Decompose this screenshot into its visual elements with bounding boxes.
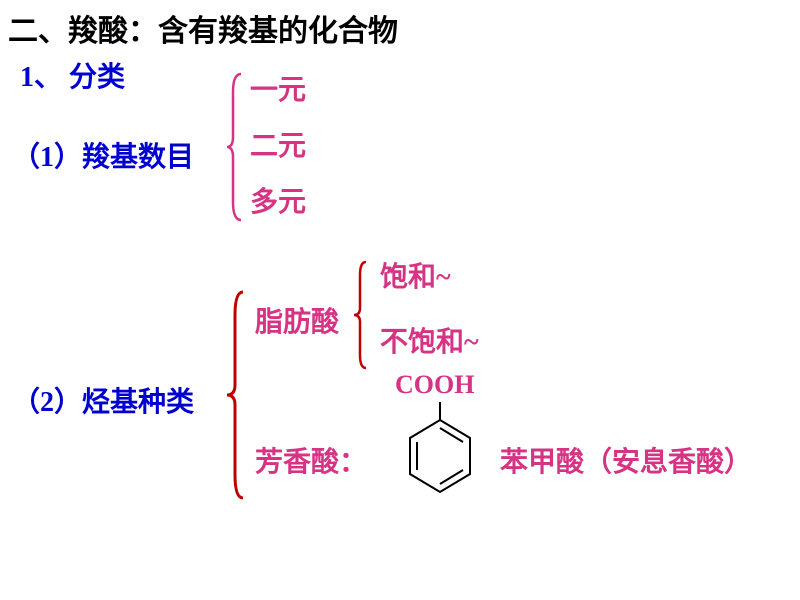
brace-3 — [352, 260, 370, 370]
brace-2 — [225, 290, 247, 500]
page-title: 二、羧酸：含有羧基的化合物 — [8, 6, 398, 50]
option-yiyuan: 一元 — [250, 68, 306, 108]
aromatic-acid-label: 芳香酸： — [255, 440, 367, 480]
unsaturated-label: 不饱和~ — [380, 320, 479, 360]
sub-1-label: （1）羧基数目 — [12, 135, 194, 175]
option-duoyuan: 多元 — [250, 180, 306, 220]
cooh-label: COOH — [395, 370, 474, 400]
option-eryuan: 二元 — [250, 124, 306, 164]
benzene-ring — [395, 402, 485, 512]
section-1: 1、 分类 — [20, 55, 125, 95]
benzoic-acid-label: 苯甲酸（安息香酸） — [500, 440, 752, 480]
fatty-acid-label: 脂肪酸 — [255, 300, 339, 340]
brace-1 — [225, 72, 245, 222]
saturated-label: 饱和~ — [380, 255, 451, 295]
sub-2-label: （2）烃基种类 — [12, 380, 194, 420]
